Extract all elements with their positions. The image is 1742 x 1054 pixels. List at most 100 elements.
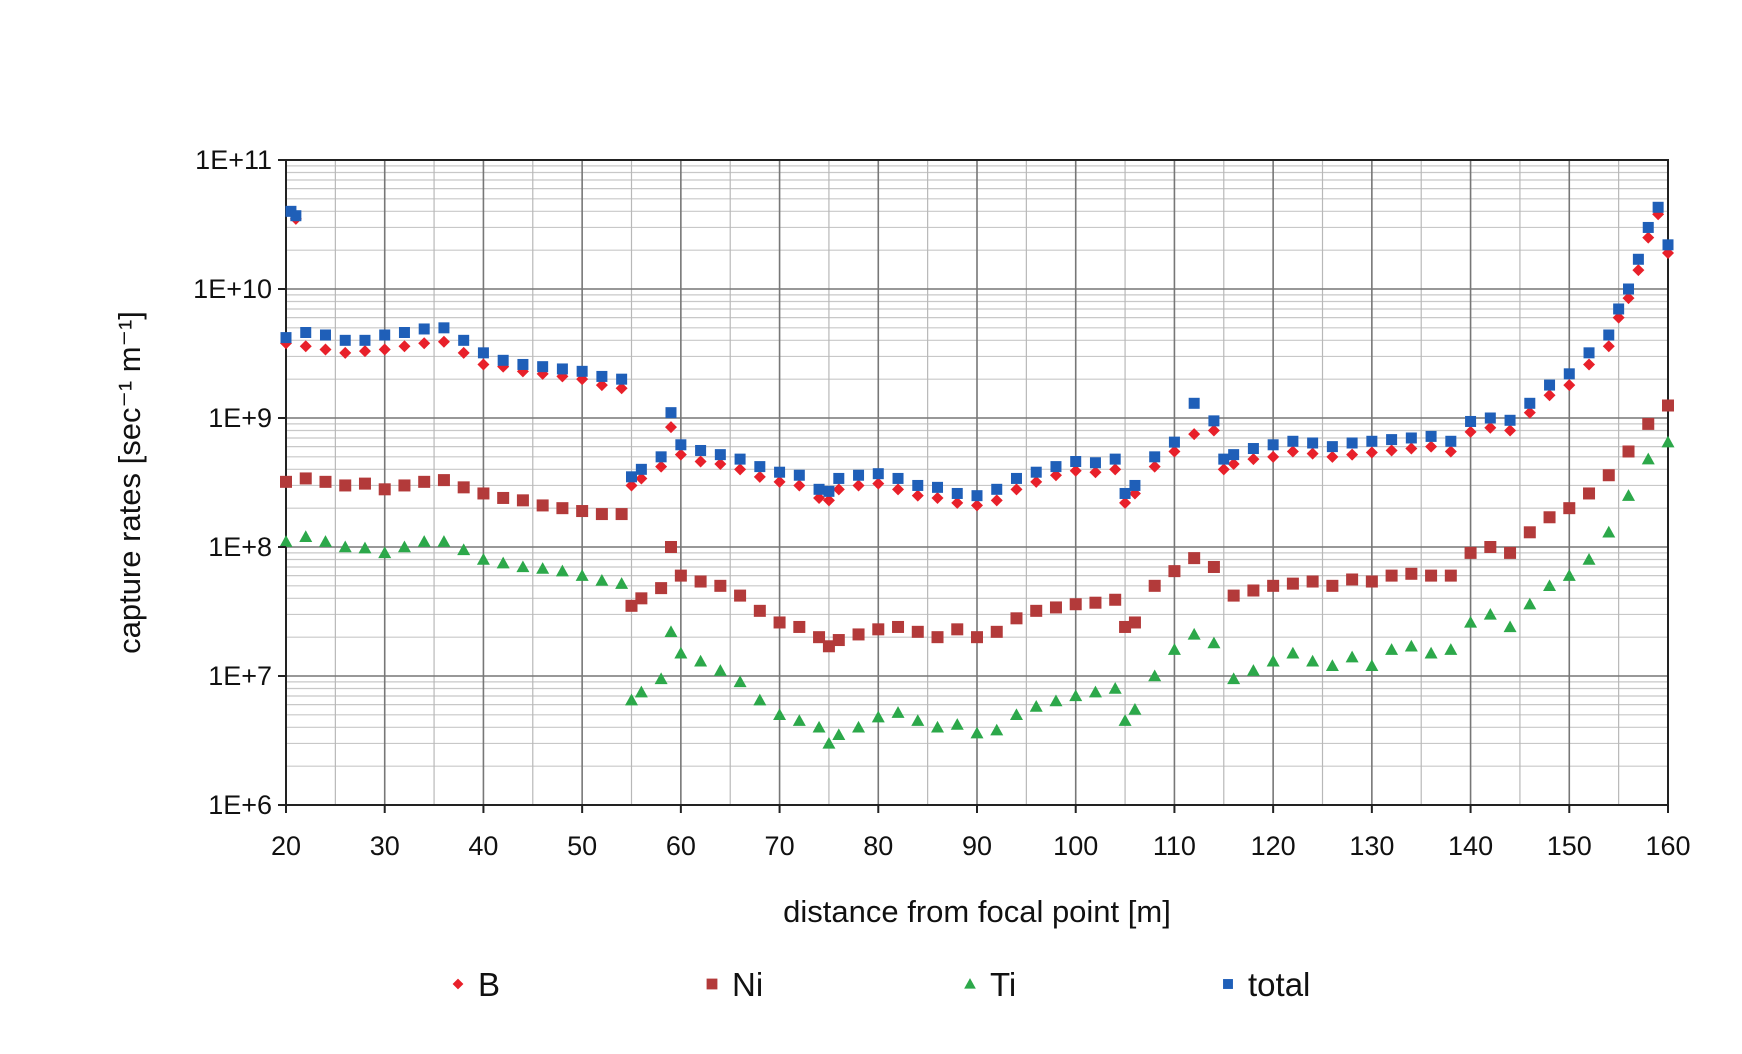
data-point-b [1583,358,1596,371]
data-point-ti [950,718,964,730]
data-point-ni [497,491,510,504]
data-point-ni [1504,546,1517,559]
data-point-ni [1563,502,1576,515]
data-point-total [280,332,292,344]
data-point-b [1346,448,1359,461]
data-point-ni [1089,596,1102,609]
data-point-ni [516,494,529,507]
data-point-ti [792,714,806,726]
data-point-ti [664,625,678,638]
data-point-b [1286,445,1299,458]
data-point-ti [832,728,846,741]
data-point-total [339,334,351,346]
y-tick-label: 1E+9 [208,403,272,433]
data-point-b [339,346,352,359]
data-point-total [833,472,845,484]
data-point-b [1188,428,1201,441]
data-point-ni [832,634,845,647]
data-point-ni [319,475,332,488]
data-point-b [655,460,668,473]
x-tick-label: 100 [1053,831,1098,861]
x-axis-title: distance from focal point [m] [783,894,1171,929]
data-point-ni [1385,569,1398,582]
data-point-ti [1306,654,1320,667]
data-point-ti [733,675,747,688]
data-point-b [1217,463,1230,476]
x-tick-label: 60 [666,831,696,861]
data-point-b [793,479,806,492]
legend-marker-ti [964,978,976,989]
data-point-ti [1345,650,1359,663]
data-point-b [813,491,826,504]
data-point-ni [1662,399,1674,412]
data-point-total [438,322,450,334]
data-point-ni [1128,616,1141,629]
data-point-ti [1562,569,1576,581]
data-point-b [437,335,450,348]
data-point-ni [398,479,411,492]
data-point-b [1405,442,1418,455]
data-point-total [1544,379,1556,391]
data-point-b [664,421,677,434]
legend-label-b: B [478,966,500,1003]
data-point-total [1642,221,1654,233]
data-point-ti [1385,643,1399,655]
data-point-b [1444,445,1457,458]
data-point-ni [822,640,835,653]
data-point-b [457,346,470,359]
data-point-b [1365,446,1378,459]
data-point-total [1089,457,1101,469]
data-point-ni [1326,579,1339,592]
data-point-ni [1484,541,1497,553]
data-point-b [477,358,490,371]
data-point-ti [1266,654,1280,667]
data-point-ni [556,502,569,515]
data-point-total [1484,412,1496,424]
data-series [279,201,1675,749]
data-point-b [674,448,687,461]
y-tick-label: 1E+6 [208,790,272,820]
data-point-ti [1118,714,1132,726]
data-point-ti [279,535,293,547]
data-point-total [1425,430,1437,442]
data-point-total [1208,415,1220,427]
data-point-b [625,479,638,492]
data-point-ni [674,569,687,582]
data-point-total [497,354,509,366]
data-point-total [1119,487,1131,499]
data-point-total [398,327,410,339]
data-point-ni [773,616,786,629]
data-point-ti [674,646,688,659]
data-point-total [1366,435,1378,447]
data-point-total [971,490,983,502]
data-point-ni [1188,552,1201,565]
data-point-total [1307,437,1319,449]
data-point-ni [872,623,885,636]
x-tick-label: 70 [765,831,795,861]
data-point-b [951,496,964,509]
data-point-total [1465,415,1477,427]
y-tick-label: 1E+11 [195,145,272,175]
data-point-ti [1128,702,1142,715]
data-point-b [1247,453,1260,466]
data-point-total [319,329,331,341]
data-point-b [1089,466,1102,479]
data-point-ti [378,546,392,559]
data-point-ni [892,620,905,633]
data-point-b [1632,264,1645,277]
data-point-ni [378,483,391,496]
data-point-total [626,471,637,483]
data-point-ni [852,628,865,641]
grid [285,159,1669,806]
data-point-ti [1444,643,1458,655]
data-point-ni [280,475,292,488]
data-point-ni [615,508,628,521]
data-point-ti [713,664,727,676]
data-point-ti [1503,620,1517,633]
x-tick-label: 50 [567,831,597,861]
data-point-b [822,494,835,507]
data-point-b [1069,464,1082,477]
data-point-total [1129,479,1141,491]
data-point-ti [871,710,885,723]
data-point-b [832,483,845,496]
